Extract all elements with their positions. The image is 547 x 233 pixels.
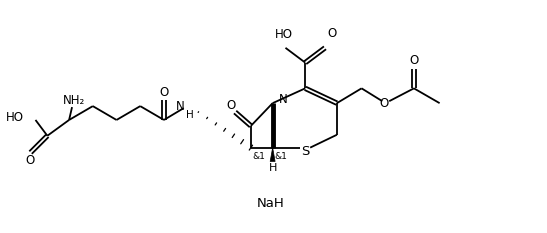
Text: H: H — [269, 163, 277, 173]
Text: O: O — [226, 99, 236, 112]
Text: H: H — [186, 110, 194, 120]
Text: N: N — [278, 93, 287, 106]
Text: O: O — [159, 86, 168, 99]
Text: O: O — [380, 97, 389, 110]
Text: N: N — [176, 100, 185, 113]
Text: O: O — [327, 27, 336, 40]
Text: NaH: NaH — [257, 197, 284, 210]
Text: S: S — [301, 145, 310, 158]
Text: &1: &1 — [253, 152, 266, 161]
Text: O: O — [25, 154, 34, 167]
Text: HO: HO — [275, 28, 293, 41]
Text: NH₂: NH₂ — [63, 94, 85, 107]
Text: O: O — [409, 54, 418, 67]
Text: HO: HO — [5, 111, 24, 124]
Polygon shape — [270, 148, 275, 161]
Text: &1: &1 — [275, 152, 288, 161]
